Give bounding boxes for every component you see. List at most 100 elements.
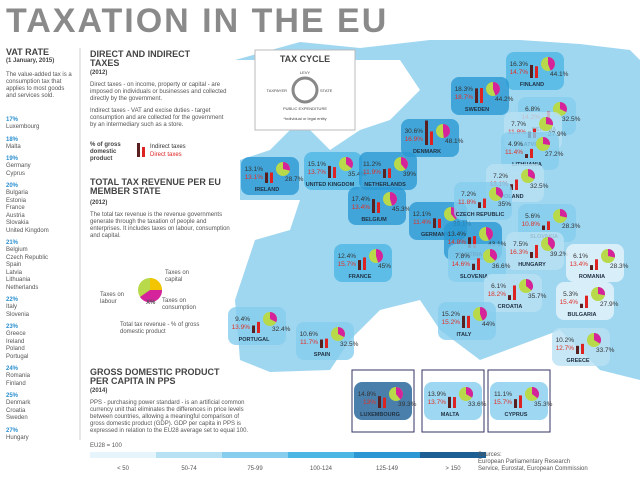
sources-title: Sources: [478, 452, 502, 458]
vat-country: Lithuania [6, 277, 31, 283]
value-total: 45.3% [392, 206, 411, 213]
bar-direct [483, 198, 486, 208]
country-name: ROMANIA [579, 274, 605, 280]
value-direct: 18.7% [455, 94, 474, 101]
value-total: 35% [498, 201, 511, 208]
bar-indirect [525, 154, 528, 158]
bar-indirect [425, 120, 428, 145]
pie-slice [548, 237, 556, 250]
country-name: ITALY [457, 332, 472, 338]
bar-indirect [448, 396, 451, 408]
total-capital: Taxes on capital [165, 270, 190, 283]
gdp-band-label: 125-149 [376, 466, 399, 472]
value-total: 28.3% [562, 223, 581, 230]
bar-direct [581, 343, 584, 354]
value-direct: 18.2% [488, 291, 507, 298]
pie-slice [493, 82, 501, 96]
gdp-band-label: > 150 [445, 466, 461, 472]
value-direct: 11.4% [505, 149, 523, 156]
vat-rate: 19% [6, 156, 19, 162]
gdp-band-label: < 50 [117, 466, 130, 472]
value-indirect: 7.8% [455, 253, 470, 260]
bar-indirect [590, 265, 593, 270]
value-total: 27.9% [600, 301, 619, 308]
vat-title: VAT RATE [6, 47, 49, 57]
inset-frame [351, 369, 415, 433]
value-total: 35.3% [534, 401, 553, 408]
country-name: PORTUGAL [239, 337, 271, 343]
value-total: 35.4% [348, 171, 367, 178]
sources-text: European Parliamentary Research Service,… [478, 459, 588, 472]
country-name: SPAIN [314, 352, 330, 358]
value-total: 33.7% [596, 347, 615, 354]
bar-indirect [542, 225, 545, 230]
vat-country: Greece [6, 331, 26, 337]
vat-rate: 20% [6, 183, 19, 189]
value-direct: 10.8% [522, 221, 541, 228]
vat-text: The value-added tax is a consumption tax… [6, 72, 72, 99]
direct-title: DIRECT AND INDIRECT TAXES [90, 49, 191, 68]
pie-slice [283, 162, 291, 171]
diagram-pie [140, 290, 163, 303]
value-direct: 11.7% [300, 339, 318, 346]
pie-slice [496, 187, 504, 199]
value-indirect: 6.1% [573, 253, 588, 260]
gdp-band-label: 75-99 [247, 466, 263, 472]
value-indirect: 5.3% [563, 291, 578, 298]
vat-country: Belgium [6, 247, 28, 253]
country-name: SWEDEN [465, 107, 489, 113]
value-indirect: 7.5% [513, 241, 528, 248]
bar-direct [547, 221, 550, 230]
bar-direct [519, 395, 522, 408]
vat-country: Denmark [6, 400, 31, 406]
bar-indirect [462, 315, 465, 328]
bar-direct [530, 148, 533, 158]
value-direct: 13% [363, 399, 376, 406]
pie-slice [598, 287, 605, 296]
inset-frame [421, 369, 485, 433]
bar-direct [513, 285, 516, 300]
value-total: 32.4% [272, 326, 291, 333]
legend-indirect: Indirect taxes [150, 144, 186, 150]
value-total: 45% [378, 263, 391, 270]
value-indirect: 10.2% [556, 337, 575, 344]
country-name: IRELAND [255, 187, 279, 193]
bar-direct [438, 218, 441, 228]
value-total: 32.5% [340, 341, 359, 348]
bar-indirect [378, 396, 381, 408]
value-direct: 14.6% [452, 261, 471, 268]
bar-indirect [510, 184, 513, 190]
pie-slice [594, 333, 601, 344]
country-name: GREECE [566, 358, 590, 364]
value-direct: 16.3% [510, 249, 529, 256]
value-total: 28.7% [285, 176, 304, 183]
country-name: POLAND [500, 194, 523, 200]
value-direct: 14.8% [448, 239, 467, 246]
country-name: BELGIUM [361, 217, 387, 223]
vat-rate: 23% [6, 324, 19, 330]
gdp-base: EU28 = 100 [90, 443, 122, 449]
value-total: 39.2% [550, 251, 569, 258]
bar-indirect [475, 88, 478, 103]
value-indirect: 11.1% [494, 391, 512, 398]
value-direct: 13.1% [245, 174, 264, 181]
bar-direct [477, 258, 480, 270]
direct-legend-label: % of gross domestic product [90, 142, 121, 162]
vat-country: Croatia [6, 407, 26, 414]
cycle-title: TAX CYCLE [280, 54, 330, 64]
bar-direct [585, 295, 588, 308]
bar-direct [480, 88, 483, 103]
pie-slice [490, 249, 497, 261]
value-direct: 15.7% [494, 399, 513, 406]
vat-list: 17% Luxembourg 18% Malta 19% Germany Cyprus 20%… [6, 112, 76, 442]
value-direct: 15.7% [338, 261, 357, 268]
country-name: CYPRUS [505, 412, 528, 418]
total-year: (2012) [90, 200, 108, 206]
bar-indirect [472, 263, 475, 270]
bar-indirect [433, 218, 436, 228]
vat-country: Italy [6, 304, 18, 310]
vat-country: Sweden [6, 415, 28, 421]
value-direct: 13.7% [308, 169, 327, 176]
value-indirect: 13.1% [245, 166, 264, 173]
